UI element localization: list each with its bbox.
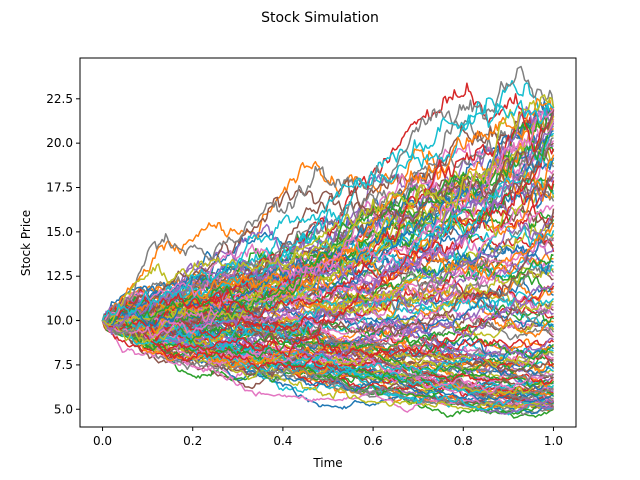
y-tick-label: 17.5 bbox=[46, 181, 73, 195]
x-tick-label: 0.2 bbox=[183, 434, 202, 448]
series-path bbox=[101, 106, 555, 330]
series-path bbox=[102, 291, 555, 349]
x-axis-label: Time bbox=[312, 456, 342, 470]
y-tick-label: 12.5 bbox=[46, 269, 73, 283]
y-tick-label: 20.0 bbox=[46, 136, 73, 150]
series-path bbox=[102, 317, 555, 370]
y-tick-label: 10.0 bbox=[46, 314, 73, 328]
series-paths bbox=[101, 65, 555, 419]
series-path bbox=[102, 125, 554, 328]
chart-title: Stock Simulation bbox=[261, 10, 379, 26]
series-path bbox=[102, 105, 555, 329]
x-tick-label: 0.4 bbox=[273, 434, 292, 448]
x-tick-label: 0.8 bbox=[454, 434, 473, 448]
series-path bbox=[101, 320, 554, 413]
x-tick-label: 0.6 bbox=[364, 434, 383, 448]
series-path bbox=[101, 97, 554, 321]
series-path bbox=[101, 110, 555, 321]
series-path bbox=[102, 65, 555, 323]
series-path bbox=[102, 148, 555, 322]
y-tick-label: 22.5 bbox=[46, 92, 73, 106]
series-path bbox=[102, 320, 554, 395]
series-path bbox=[101, 109, 554, 323]
plot-frame bbox=[79, 57, 577, 428]
x-axis: 0.0 0.2 0.4 0.6 0.8 1.0 bbox=[93, 427, 563, 448]
x-tick-label: 1.0 bbox=[544, 434, 563, 448]
y-tick-label: 5.0 bbox=[54, 402, 73, 416]
series-path bbox=[101, 119, 554, 336]
y-tick-label: 7.5 bbox=[54, 358, 73, 372]
x-tick-label: 0.0 bbox=[93, 434, 112, 448]
y-tick-label: 15.0 bbox=[46, 225, 73, 239]
series-path bbox=[101, 320, 555, 396]
series-path bbox=[102, 94, 555, 326]
y-axis-label: Stock Price bbox=[19, 210, 33, 276]
y-axis: 5.0 7.5 10.0 12.5 15.0 17.5 20.0 22.5 bbox=[46, 92, 80, 416]
series-path bbox=[102, 315, 554, 396]
